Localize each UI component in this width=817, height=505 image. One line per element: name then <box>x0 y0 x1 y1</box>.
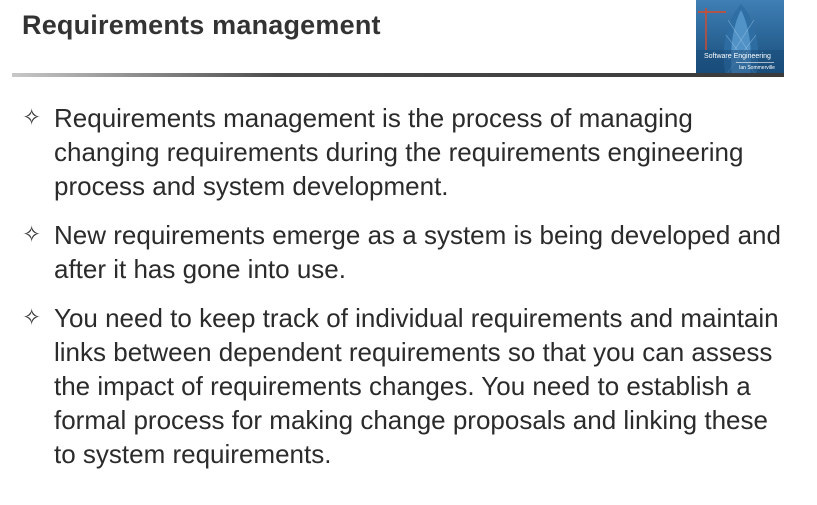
bullet-item: ✧ Requirements management is the process… <box>22 101 782 203</box>
bullet-text: Requirements management is the process o… <box>54 103 744 201</box>
cover-divider <box>736 62 774 63</box>
title-underline-rule <box>12 73 784 77</box>
diamond-star-bullet-icon: ✧ <box>22 105 42 131</box>
book-cover-graphic <box>696 0 784 77</box>
cover-title: Software Engineering <box>704 53 771 60</box>
bullet-text: New requirements emerge as a system is b… <box>54 220 781 284</box>
bullet-list: ✧ Requirements management is the process… <box>22 101 782 486</box>
diamond-star-bullet-icon: ✧ <box>22 222 42 248</box>
bullet-item: ✧ You need to keep track of individual r… <box>22 301 782 471</box>
cover-author: Ian Sommerville <box>739 65 775 71</box>
book-cover-image: Software Engineering Ian Sommerville <box>696 0 784 77</box>
diamond-star-bullet-icon: ✧ <box>22 305 42 331</box>
bullet-text: You need to keep track of individual req… <box>54 303 779 469</box>
slide-title: Requirements management <box>22 10 381 40</box>
bullet-item: ✧ New requirements emerge as a system is… <box>22 218 782 286</box>
